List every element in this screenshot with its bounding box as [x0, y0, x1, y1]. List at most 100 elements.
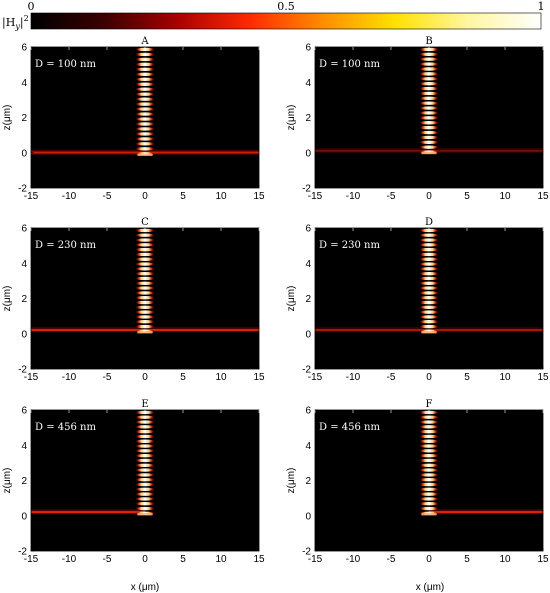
beam-fringe: [135, 82, 155, 86]
y-tick-label: 0: [21, 148, 27, 159]
x-tick-label: 0: [142, 191, 148, 202]
beam-interference-dot: [140, 153, 144, 157]
beam-fringe: [419, 463, 439, 467]
beam-fringe: [135, 291, 155, 295]
y-tick-label: 4: [305, 78, 311, 89]
beam-fringe: [419, 140, 439, 144]
beam-fringe: [135, 132, 155, 136]
beam-fringe: [419, 300, 439, 305]
beam-interference-dot: [432, 512, 435, 516]
beam-interference-dot: [140, 330, 144, 334]
beam-fringe: [419, 57, 439, 61]
panel-annotation: D = 230 nm: [35, 240, 96, 251]
beam-fringe: [135, 310, 155, 314]
beam-interference-dot: [428, 330, 432, 334]
beam-fringe: [135, 434, 155, 439]
beam-fringe: [419, 310, 439, 314]
beam-interference-dot: [421, 151, 424, 155]
x-tick-label: 15: [537, 554, 549, 565]
x-tick-label: -5: [387, 554, 396, 565]
panel-f: -15 -10 -5 0 5 10 15 -2 0 2 4 6 z(μm) F D = 456 nm: [286, 399, 549, 565]
beam-fringe: [135, 492, 155, 496]
beam-fringe: [419, 506, 439, 511]
x-tick-label: 10: [215, 372, 227, 383]
beam-fringe: [135, 300, 155, 305]
beam-fringe: [419, 233, 439, 237]
beam-fringe: [419, 415, 439, 419]
beam-fringe: [419, 434, 439, 439]
x-tick-label: 10: [215, 191, 227, 202]
beam-fringe: [135, 97, 155, 101]
y-tick-label: 4: [305, 259, 311, 270]
beam-fringe: [135, 247, 155, 252]
beam-fringe: [419, 67, 439, 71]
y-tick-label: -2: [302, 365, 311, 376]
beam-interference-dot: [430, 151, 434, 155]
beam-interference-dot: [424, 151, 428, 155]
beam-interference-dot: [428, 151, 432, 155]
beam-fringe: [135, 52, 155, 57]
beam-interference-dot: [146, 330, 150, 334]
panel-title: B: [425, 36, 432, 47]
beam-fringe: [135, 127, 155, 131]
beam-fringe: [135, 473, 155, 477]
beam-fringe: [419, 295, 439, 300]
beam-fringe: [135, 305, 155, 310]
beam-interference-dot: [423, 330, 426, 334]
beam-fringe: [419, 72, 439, 76]
beam-fringe: [419, 106, 439, 110]
x-tick-label: -10: [62, 191, 77, 202]
beam-fringe: [419, 315, 439, 319]
beam-fringe: [419, 247, 439, 252]
beam-fringe: [135, 276, 155, 281]
x-tick-label: 0: [426, 372, 432, 383]
beam-interference-dot: [421, 512, 424, 516]
colorbar: 0 0.5 1 |Hy|2: [2, 0, 545, 31]
beam-fringe: [135, 502, 155, 506]
x-tick-label: -15: [24, 372, 39, 383]
beam-interference-dot: [150, 330, 153, 334]
y-tick-label: 2: [21, 476, 27, 487]
beam-interference-dot: [137, 330, 140, 334]
beam-fringe: [135, 67, 155, 72]
beam-fringe: [135, 506, 155, 511]
beam-fringe: [135, 262, 155, 266]
x-tick-label: 15: [253, 372, 265, 383]
beam-fringe: [135, 420, 155, 424]
beam-fringe: [419, 487, 439, 492]
heatmap-field: [31, 410, 155, 516]
beam-fringe: [135, 463, 155, 467]
beam-fringe: [135, 439, 155, 443]
beam-interference-dot: [137, 512, 140, 516]
panel-annotation: D = 230 nm: [319, 240, 380, 251]
beam-fringe: [135, 137, 155, 141]
beam-fringe: [135, 295, 155, 300]
beam-fringe: [419, 281, 439, 285]
beam-fringe: [135, 429, 155, 434]
x-tick-label: -5: [387, 191, 396, 202]
x-tick-label: 5: [464, 372, 470, 383]
colorbar-tick-0-5: 0.5: [277, 0, 295, 13]
beam-fringe: [135, 147, 155, 151]
y-tick-label: 2: [305, 113, 311, 124]
x-tick-label: -15: [308, 191, 323, 202]
y-tick-label: 6: [305, 224, 311, 235]
x-tick-label: -15: [24, 191, 39, 202]
beam-fringe: [419, 262, 439, 266]
colorbar-label: |Hy|2: [2, 14, 29, 31]
beam-fringe: [419, 77, 439, 81]
x-tick-label: 0: [142, 372, 148, 383]
panel-e: -15 -10 -5 0 5 10 15 -2 0 2 4 6 z(μm) E D = 456 nm: [2, 399, 265, 565]
x-tick-label: -10: [346, 554, 361, 565]
y-axis-label: z(μm): [286, 468, 297, 494]
beam-fringe: [419, 291, 439, 295]
x-tick-label: -15: [308, 554, 323, 565]
beam-fringe: [135, 252, 155, 257]
beam-fringe: [135, 102, 155, 106]
x-tick-label: 0: [426, 554, 432, 565]
beam-fringe: [135, 142, 155, 146]
panel-title: E: [141, 399, 148, 410]
beam-interference-dot: [430, 512, 434, 516]
beam-fringe: [419, 286, 439, 290]
